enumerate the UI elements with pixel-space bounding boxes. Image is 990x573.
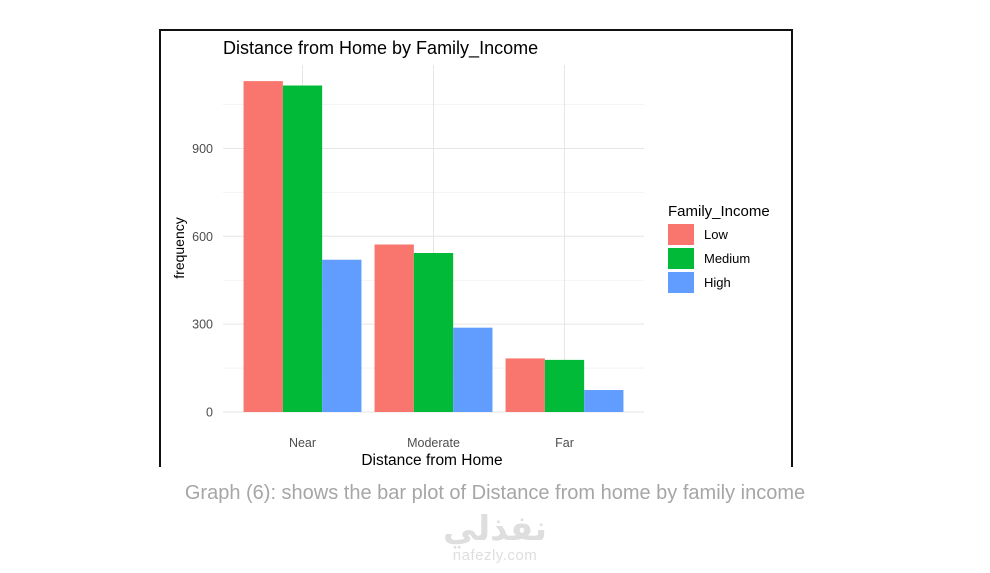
bar-near-high [322, 259, 362, 412]
x-tick-label: Near [289, 436, 316, 450]
legend-swatch-low [668, 224, 694, 245]
bar-near-low [243, 81, 283, 413]
bar-far-low [505, 358, 545, 412]
y-tick-label: 300 [192, 318, 213, 332]
y-tick-labels: 0 300 600 900 [192, 142, 213, 420]
bar-near-medium [282, 85, 323, 412]
legend: Family_Income Low Medium High [668, 203, 770, 293]
y-tick-label: 0 [206, 406, 213, 420]
chart-title: Distance from Home by Family_Income [223, 38, 538, 59]
legend-label-high: High [704, 275, 731, 290]
bars [243, 81, 624, 413]
figure-caption: Graph (6): shows the bar plot of Distanc… [184, 482, 806, 504]
watermark: نفذلي nafezly.com [0, 510, 990, 564]
x-tick-labels: Near Moderate Far [289, 436, 574, 450]
legend-title: Family_Income [668, 203, 770, 220]
legend-label-medium: Medium [704, 251, 750, 266]
x-tick-label: Moderate [407, 436, 460, 450]
y-tick-label: 600 [192, 230, 213, 244]
bar-moderate-low [374, 244, 414, 412]
watermark-url: nafezly.com [452, 547, 538, 564]
legend-label-low: Low [704, 227, 728, 242]
x-tick-label: Far [555, 436, 574, 450]
bar-far-medium [544, 359, 585, 412]
legend-swatch-high [668, 272, 694, 293]
bar-chart: 0 300 600 900 Near Moderate Far Distance from… [171, 38, 770, 467]
bar-moderate-high [453, 327, 493, 412]
y-tick-label: 900 [192, 142, 213, 156]
y-axis-label: frequency [171, 217, 187, 278]
watermark-logo-text: نفذلي [442, 510, 548, 548]
bar-moderate-medium [413, 252, 454, 412]
chart-figure: 0 300 600 900 Near Moderate Far Distance from… [159, 29, 793, 467]
legend-swatch-medium [668, 248, 694, 269]
x-axis-label: Distance from Home [361, 452, 502, 467]
bar-far-high [584, 390, 624, 412]
